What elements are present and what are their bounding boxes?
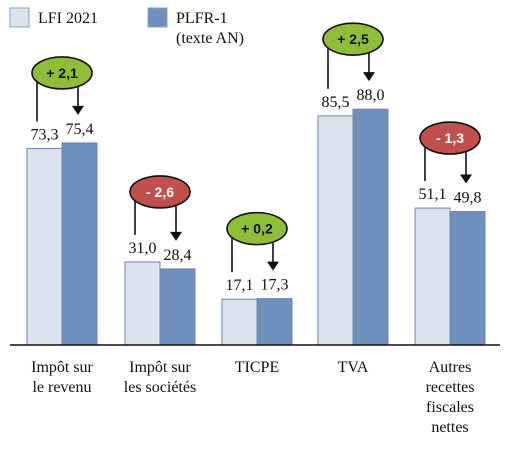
change-badge-label: + 0,2 [241, 221, 273, 237]
change-badge [129, 175, 191, 209]
legend-swatch-lfi-2021 [9, 7, 30, 28]
data-label-autres-recettes-fiscales-nettes-plfr-1-texte-an: 49,8 [454, 190, 482, 207]
bar-tva-plfr-1-texte-an [352, 108, 389, 346]
category-labels: Impôt sur le revenu Impôt sur les sociétés T… [31, 359, 474, 436]
data-label-impot-sur-le-revenu-plfr-1-texte-an: 75,4 [66, 121, 94, 138]
bar-impot-sur-les-societes-plfr-1-texte-an [159, 268, 196, 346]
bar-ticpe-lfi-2021 [221, 298, 258, 346]
data-label-ticpe-plfr-1-texte-an: 17,3 [261, 277, 289, 294]
change-annotation-ticpe: + 0,2 [226, 211, 288, 273]
bar-autres-recettes-fiscales-nettes-lfi-2021 [414, 207, 451, 346]
category-label-tva: TVA [338, 359, 369, 376]
change-badge-label: - 1,3 [436, 130, 464, 146]
change-annotation-tva: + 2,5 [322, 22, 384, 89]
change-badge-label: - 2,6 [146, 184, 174, 200]
bars: 73,3 75,4 31,0 28,4 17,1 17,3 85,5 88,0 51,1 49,8 [26, 87, 486, 346]
change-annotation-impot-sur-le-revenu: + 2,1 [31, 56, 93, 122]
change-annotations: + 2,1 - 2,6 + 0,2 + 2,5 - 1,3 [31, 22, 481, 273]
data-label-ticpe-lfi-2021: 17,1 [226, 277, 254, 294]
down-arrow-icon [363, 72, 375, 82]
bar-impot-sur-le-revenu-plfr-1-texte-an [61, 142, 98, 346]
data-label-impot-sur-les-societes-lfi-2021: 31,0 [129, 240, 157, 257]
data-label-autres-recettes-fiscales-nettes-lfi-2021: 51,1 [419, 186, 447, 203]
down-arrow-icon [170, 231, 182, 241]
data-label-tva-plfr-1-texte-an: 88,0 [357, 87, 385, 104]
category-label-ticpe: TICPE [235, 359, 279, 376]
category-label-autres-recettes-fiscales-nettes: Autres recettes fiscales nettes [426, 359, 475, 436]
category-label-impot-sur-les-societes: Impôt sur les sociétés [124, 359, 196, 396]
bar-tva-lfi-2021 [317, 115, 354, 346]
legend-swatch-plfr-1-texte-an [147, 7, 168, 28]
down-arrow-icon [267, 261, 279, 271]
change-annotation-impot-sur-les-societes: - 2,6 [129, 175, 191, 241]
down-arrow-icon [72, 105, 84, 115]
bar-autres-recettes-fiscales-nettes-plfr-1-texte-an [449, 211, 486, 346]
change-badge [322, 22, 384, 56]
change-badge-label: + 2,5 [337, 31, 369, 47]
data-label-impot-sur-les-societes-plfr-1-texte-an: 28,4 [164, 247, 192, 264]
legend: LFI 2021 PLFR-1 (texte AN) [9, 7, 244, 47]
category-label-impot-sur-le-revenu: Impôt sur le revenu [31, 359, 93, 396]
change-badge [419, 121, 481, 155]
bar-ticpe-plfr-1-texte-an [256, 298, 293, 346]
bar-impot-sur-les-societes-lfi-2021 [124, 261, 161, 346]
down-arrow-icon [460, 174, 472, 184]
legend-label-plfr-1-texte-an: PLFR-1 (texte AN) [176, 10, 244, 47]
data-label-tva-lfi-2021: 85,5 [322, 94, 350, 111]
change-badge [31, 56, 93, 90]
data-label-impot-sur-le-revenu-lfi-2021: 73,3 [31, 127, 59, 144]
change-badge-label: + 2,1 [46, 65, 78, 81]
bar-impot-sur-le-revenu-lfi-2021 [26, 148, 63, 346]
change-badge [226, 211, 288, 246]
change-annotation-autres-recettes-fiscales-nettes: - 1,3 [419, 121, 481, 184]
legend-label-lfi-2021: LFI 2021 [38, 10, 98, 27]
